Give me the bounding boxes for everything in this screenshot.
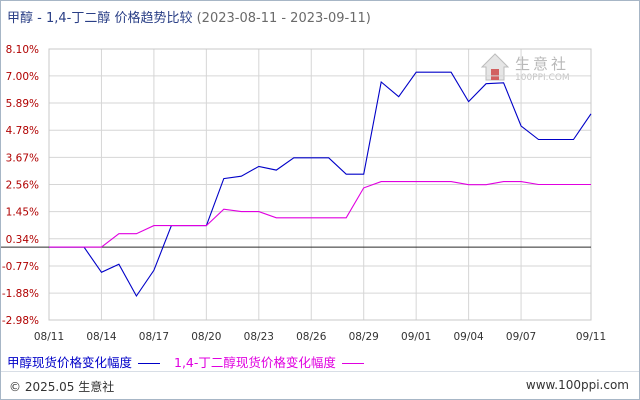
x-tick-label: 08/17 xyxy=(139,331,169,343)
house-icon xyxy=(480,53,510,81)
y-tick-label: 7.00% xyxy=(6,71,39,83)
x-tick-label: 08/26 xyxy=(296,331,327,343)
x-tick-label: 08/11 xyxy=(34,331,64,343)
x-tick-label: 08/23 xyxy=(244,331,274,343)
chart-title-main: 甲醇 - 1,4-丁二醇 价格趋势比较 xyxy=(7,11,193,26)
x-tick-label: 09/01 xyxy=(401,331,431,343)
chart-lines xyxy=(49,71,592,298)
legend: 甲醇现货价格变化幅度 1,4-丁二醇现货价格变化幅度 xyxy=(7,352,374,371)
copyright-text: © 2025.05 生意社 xyxy=(9,380,115,394)
x-tick-label: 09/04 xyxy=(453,331,484,343)
logo: 生意社 100PPI.COM xyxy=(479,51,579,91)
legend-swatch xyxy=(341,363,364,364)
x-tick-label: 09/07 xyxy=(506,331,536,343)
x-axis-ticks: 08/11 08/14 08/17 08/20 08/23 08/26 08/29 09/01… xyxy=(34,331,606,343)
chart-grid xyxy=(1,48,592,321)
y-tick-label: 0.34% xyxy=(6,234,39,246)
x-tick-label: 08/29 xyxy=(349,331,379,343)
x-tick-label: 09/11 xyxy=(576,331,606,343)
logo-url: 100PPI.COM xyxy=(515,73,570,83)
series-line-1 xyxy=(49,71,592,298)
footer: © 2025.05 生意社 www.100ppi.com xyxy=(1,371,639,400)
x-tick-label: 08/14 xyxy=(86,331,117,343)
y-tick-label: 1.45% xyxy=(6,207,39,219)
footer-url: www.100ppi.com xyxy=(525,378,629,392)
chart-title: 甲醇 - 1,4-丁二醇 价格趋势比较 (2023-08-11 - 2023-0… xyxy=(7,7,371,26)
y-tick-label: 2.56% xyxy=(6,180,39,192)
y-tick-label: -1.88% xyxy=(2,288,39,300)
y-tick-label: 3.67% xyxy=(6,152,39,164)
series-line-2 xyxy=(49,181,591,248)
y-tick-label: 4.78% xyxy=(6,125,39,137)
y-tick-label: 8.10% xyxy=(6,44,39,56)
legend-label: 1,4-丁二醇现货价格变化幅度 xyxy=(174,355,336,370)
legend-swatch xyxy=(138,363,161,364)
legend-item-series-2: 1,4-丁二醇现货价格变化幅度 xyxy=(174,355,364,370)
y-tick-label: 5.89% xyxy=(6,98,39,110)
logo-text: 生意社 xyxy=(515,55,570,73)
y-axis-ticks: 8.10% 7.00% 5.89% 4.78% 3.67% 2.56% 1.45% 0.34%… xyxy=(2,44,39,327)
legend-item-series-1: 甲醇现货价格变化幅度 xyxy=(7,355,164,370)
legend-label: 甲醇现货价格变化幅度 xyxy=(7,355,133,370)
chart-title-range: (2023-08-11 - 2023-09-11) xyxy=(196,11,371,26)
line-chart: 8.10% 7.00% 5.89% 4.78% 3.67% 2.56% 1.45% 0.34%… xyxy=(1,44,606,343)
x-tick-label: 08/20 xyxy=(191,331,221,343)
y-tick-label: -2.98% xyxy=(2,315,39,327)
y-tick-label: -0.77% xyxy=(2,261,39,273)
